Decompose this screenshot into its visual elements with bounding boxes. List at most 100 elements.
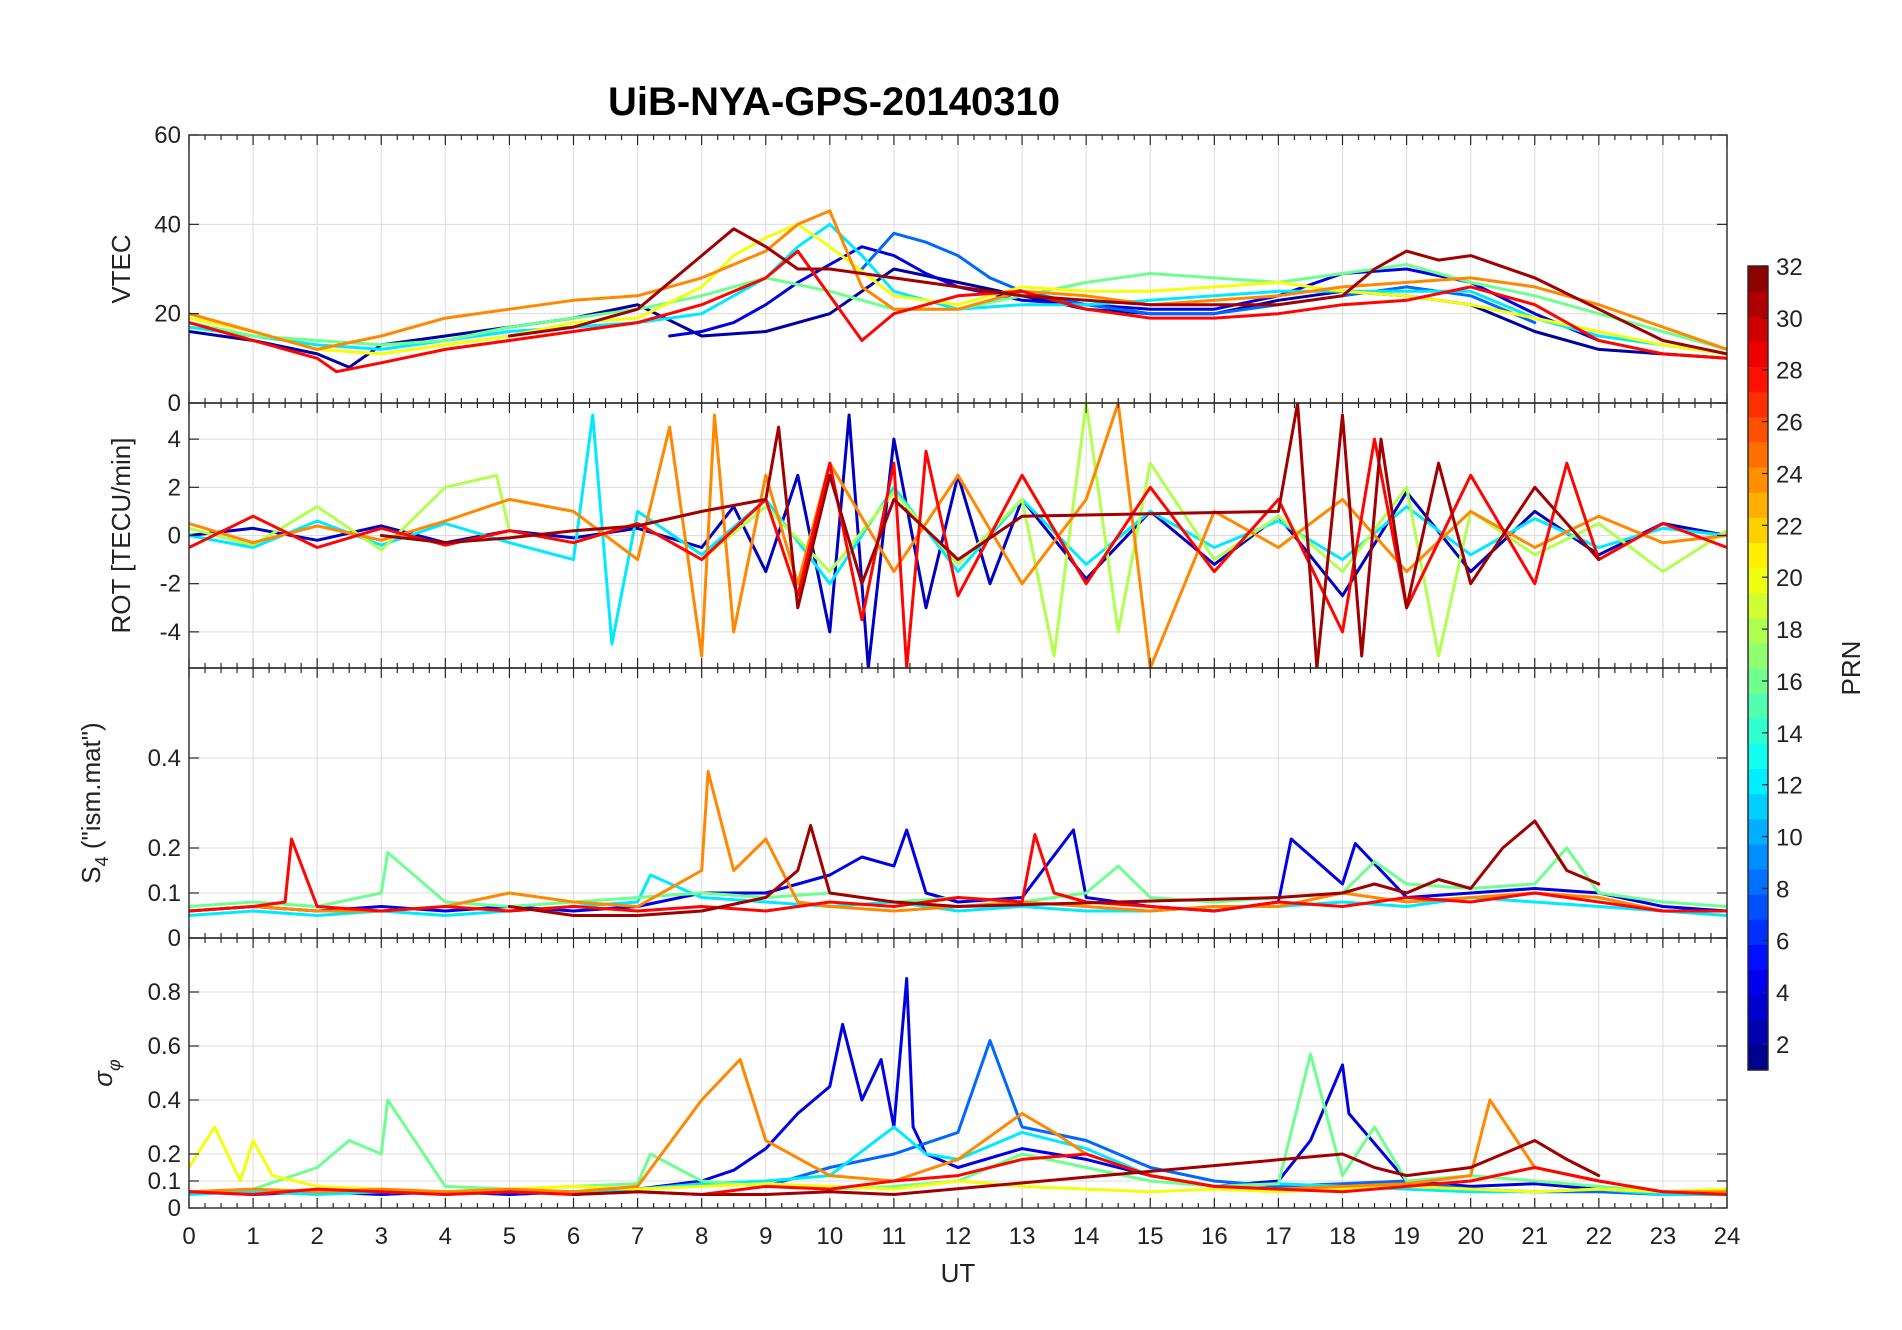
y-axis-label: σφ (88, 1059, 124, 1087)
colorbar-segment (1748, 567, 1768, 594)
colorbar-segment (1748, 517, 1768, 543)
series-line-prn-31 (379, 403, 1601, 668)
colorbar-tick-label: 4 (1776, 980, 1789, 1007)
y-tick-label: 40 (154, 211, 181, 238)
y-tick-label: 4 (168, 426, 181, 453)
x-tick-label: 18 (1329, 1223, 1356, 1250)
colorbar-tick-label: 18 (1776, 617, 1803, 644)
x-tick-label: 21 (1521, 1223, 1548, 1250)
series-line-prn-31 (507, 819, 1601, 917)
colorbar-segment (1748, 944, 1768, 971)
colorbar-segment (1748, 592, 1768, 619)
colorbar-label: PRN (1836, 641, 1866, 696)
x-tick-label: 20 (1457, 1223, 1484, 1250)
series-line-prn-12 (189, 413, 1727, 646)
colorbar-tick-label: 14 (1776, 721, 1803, 748)
x-tick-label: 8 (695, 1223, 708, 1250)
x-tick-label: 11 (881, 1223, 906, 1250)
colorbar-segment (1748, 642, 1768, 669)
x-tick-label: 2 (310, 1223, 323, 1250)
colorbar-segment (1748, 1044, 1768, 1071)
y-tick-label: 20 (154, 301, 181, 328)
x-tick-label: 15 (1137, 1223, 1164, 1250)
colorbar-tick-label: 24 (1776, 461, 1803, 488)
colorbar-segment (1748, 467, 1768, 493)
x-tick-label: 16 (1201, 1223, 1228, 1250)
colorbar-tick-label: 22 (1776, 513, 1803, 540)
colorbar-segment (1748, 1019, 1768, 1046)
y-tick-label: 0.6 (148, 1033, 181, 1060)
colorbar-segment (1748, 969, 1768, 996)
colorbar-segment (1748, 793, 1768, 820)
colorbar-segment (1748, 668, 1768, 694)
colorbar-tick-label: 30 (1776, 306, 1803, 333)
colorbar-segment (1748, 693, 1768, 719)
colorbar-tick-label: 32 (1776, 254, 1803, 281)
y-tick-label: 0.1 (148, 880, 181, 907)
series-line-prn-18 (189, 403, 1727, 658)
series-line-prn-24 (189, 1058, 1727, 1194)
colorbar-tick-label: 6 (1776, 928, 1789, 955)
x-axis-label: UT (941, 1258, 976, 1288)
series-line-prn-20 (189, 1125, 1727, 1194)
y-axis-label: VTEC (106, 234, 136, 303)
y-tick-label: 0 (168, 523, 181, 550)
colorbar-tick-label: 26 (1776, 410, 1803, 437)
colorbar-segment (1748, 266, 1768, 292)
series-line-prn-28 (189, 1152, 1727, 1196)
y-axis-label: ROT [TECU/min] (106, 438, 136, 634)
y-tick-label: 2 (168, 474, 181, 501)
y-axis-label-subscript: φ (104, 1059, 124, 1071)
colorbar-tick-label: 10 (1776, 825, 1803, 852)
series-line-prn-28 (189, 437, 1727, 668)
colorbar-segment (1748, 291, 1768, 317)
y-tick-label: 0.8 (148, 979, 181, 1006)
y-tick-label: -2 (160, 571, 181, 598)
x-tick-label: 1 (246, 1223, 259, 1250)
y-axis-label-main: S (76, 866, 106, 883)
colorbar-segment (1748, 818, 1768, 845)
x-tick-label: 7 (631, 1223, 644, 1250)
colorbar-segment (1748, 416, 1768, 443)
panel-2: -4 -2 0 2 4 ROT [TECU/min] (106, 402, 1728, 669)
panel-3: 0 0.1 0.2 0.4 S4 ("ism.mat") (76, 667, 1728, 952)
series-line-prn-28 (189, 249, 1727, 374)
y-axis-label-subscript: 4 (92, 856, 112, 866)
x-tick-label: 19 (1393, 1223, 1420, 1250)
colorbar-segment (1748, 869, 1768, 895)
y-tick-label: 0.2 (148, 1141, 181, 1168)
colorbar-segment (1748, 366, 1768, 393)
x-tick-label: 13 (1009, 1223, 1036, 1250)
colorbar-segment (1748, 492, 1768, 518)
y-tick-label: 0 (168, 1195, 181, 1222)
colorbar-tick-label: 28 (1776, 358, 1803, 385)
series-line-prn-12 (189, 222, 1727, 356)
colorbar-segment (1748, 768, 1768, 795)
y-tick-label: 0 (168, 925, 181, 952)
colorbar-tick-label: 2 (1776, 1032, 1789, 1059)
y-tick-label: 0.2 (148, 835, 181, 862)
panel-4: 00.10.2 0.4 0.6 0.8 σφ (88, 937, 1728, 1222)
x-tick-label: 3 (375, 1223, 388, 1250)
series-group (189, 403, 1727, 668)
y-tick-label: 0.4 (148, 1087, 181, 1114)
colorbar-segment (1748, 919, 1768, 945)
series-line-prn-28 (189, 833, 1727, 913)
series-line-prn-24 (189, 209, 1727, 351)
x-axis: 0 1 2 3 4 5 6 7 8 9 10 11 12 13 14 15 16 17 18 19 20 21 22 23 24 (182, 1223, 1740, 1250)
tick-marks (188, 403, 1728, 668)
y-axis-label-rest: ("ism.mat") (76, 722, 106, 856)
x-tick-label: 24 (1714, 1223, 1741, 1250)
panel-1: 0 20 40 60 VTEC (106, 122, 1728, 417)
colorbar-segment (1748, 743, 1768, 770)
series-line-prn-20 (189, 222, 1727, 356)
colorbar-segment (1748, 718, 1768, 744)
colorbar-tick-label: 8 (1776, 876, 1789, 903)
x-tick-label: 14 (1073, 1223, 1100, 1250)
colorbar-segment (1748, 391, 1768, 418)
y-tick-label: 60 (154, 122, 181, 149)
series-group (189, 770, 1727, 917)
tick-marks (188, 135, 1728, 403)
